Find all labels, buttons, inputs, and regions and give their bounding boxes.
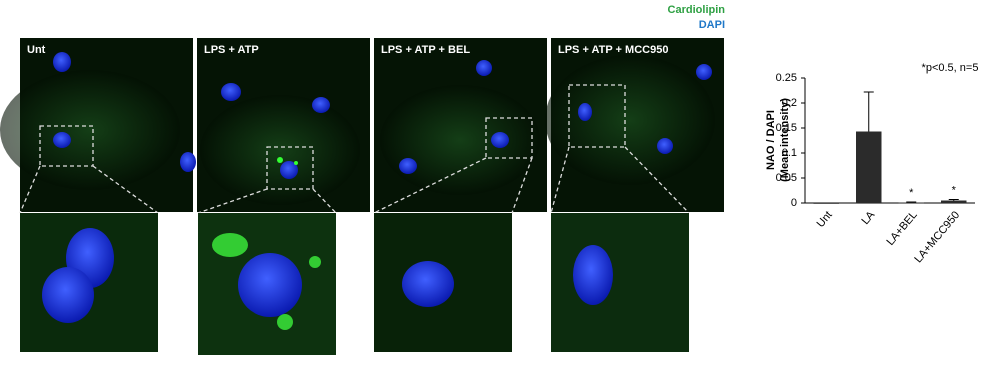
error-bar — [948, 199, 959, 201]
legend-dapi: DAPI — [699, 19, 725, 31]
y-tick-label: 0.05 — [776, 172, 797, 184]
legend-cardiolipin: Cardiolipin — [668, 4, 726, 16]
bar — [813, 203, 839, 204]
panel-label: Unt — [27, 44, 46, 56]
error-bar — [906, 201, 917, 203]
y-tick-label: 0.2 — [782, 97, 797, 109]
bar — [898, 202, 924, 204]
micrographs: Unt LPS + ATP LPS + ATP + BEL LPS + ATP … — [0, 38, 724, 355]
significance: * — [952, 184, 957, 196]
annotation: *p<0.5, n=5 — [922, 62, 979, 74]
significance: * — [909, 187, 914, 199]
bar — [856, 131, 882, 203]
panel-label: LPS + ATP — [204, 44, 259, 56]
panel-label: LPS + ATP + BEL — [381, 44, 470, 56]
x-tick-label: LA+BEL — [884, 209, 919, 248]
y-label: NAO / DAPI — [765, 110, 777, 170]
y-tick-label: 0.1 — [782, 147, 797, 159]
y-label: (Mean intensity) — [779, 98, 791, 182]
panel-label: LPS + ATP + MCC950 — [558, 44, 668, 56]
y-tick-label: 0.15 — [776, 122, 797, 134]
y-tick-label: 0.25 — [776, 72, 797, 84]
y-tick-label: 0 — [791, 197, 797, 209]
error-bar — [863, 91, 874, 132]
x-tick-label: Unt — [815, 209, 835, 230]
x-tick-label: LA — [859, 209, 877, 228]
bar — [941, 200, 967, 203]
x-tick-label: LA+MCC950 — [912, 209, 962, 265]
